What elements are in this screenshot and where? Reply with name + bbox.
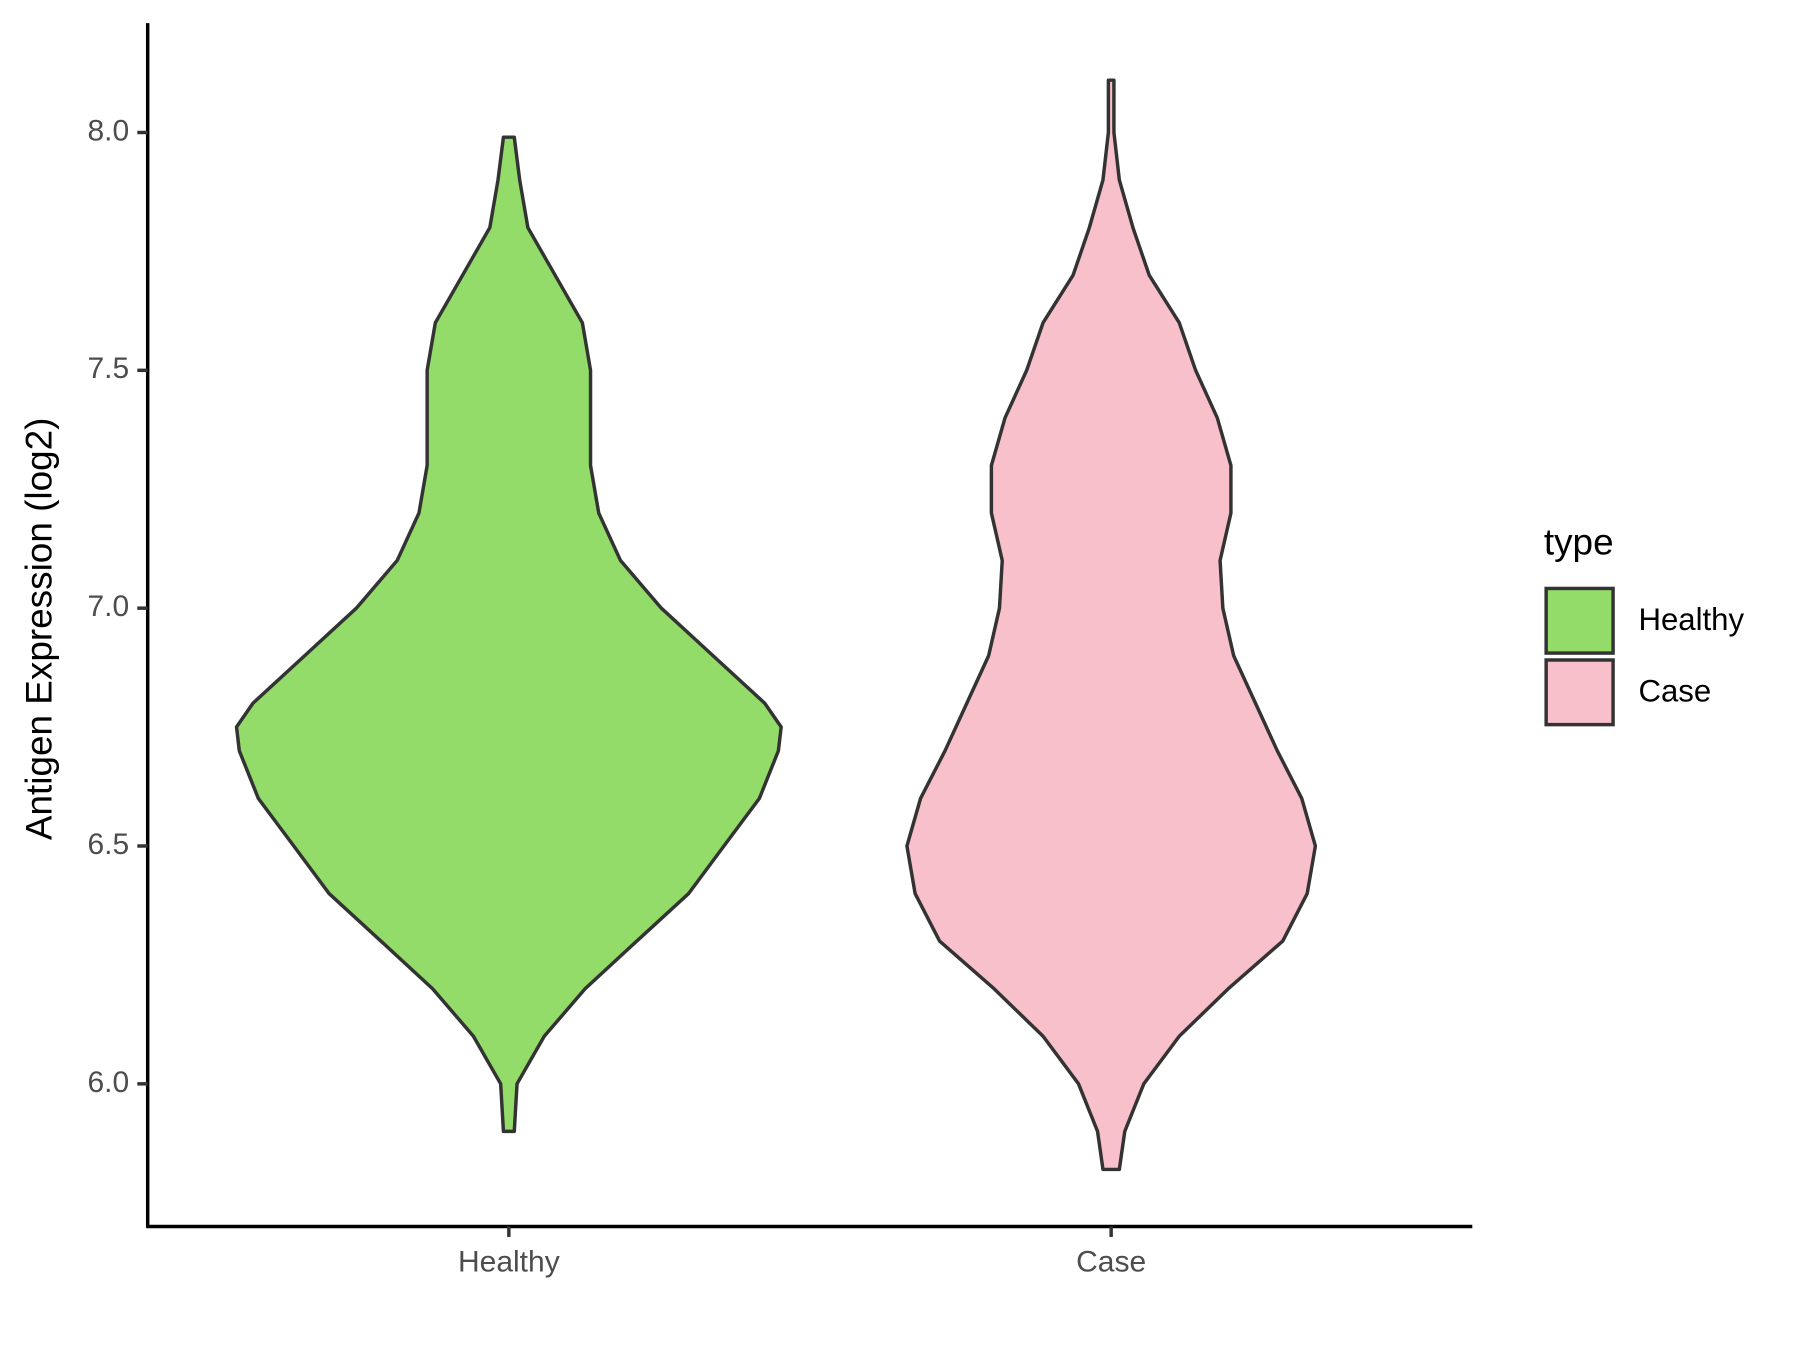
y-tick-label: 6.0	[88, 1066, 130, 1099]
legend-label: Case	[1638, 674, 1711, 709]
legend-key	[1544, 586, 1615, 655]
violin	[905, 78, 1318, 1172]
legend-label: Healthy	[1638, 602, 1744, 637]
y-tick-label: 7.0	[88, 590, 130, 623]
x-tick-label: Healthy	[458, 1245, 560, 1278]
y-tick-label: 6.5	[88, 828, 130, 861]
legend-title: type	[1544, 521, 1614, 562]
y-tick-label: 8.0	[88, 114, 130, 147]
x-tick-label: Case	[1076, 1245, 1146, 1278]
legend-key	[1544, 658, 1615, 727]
y-tick-label: 7.5	[88, 352, 130, 385]
y-axis-title: Antigen Expression (log2)	[18, 418, 59, 841]
violin	[234, 135, 783, 1134]
